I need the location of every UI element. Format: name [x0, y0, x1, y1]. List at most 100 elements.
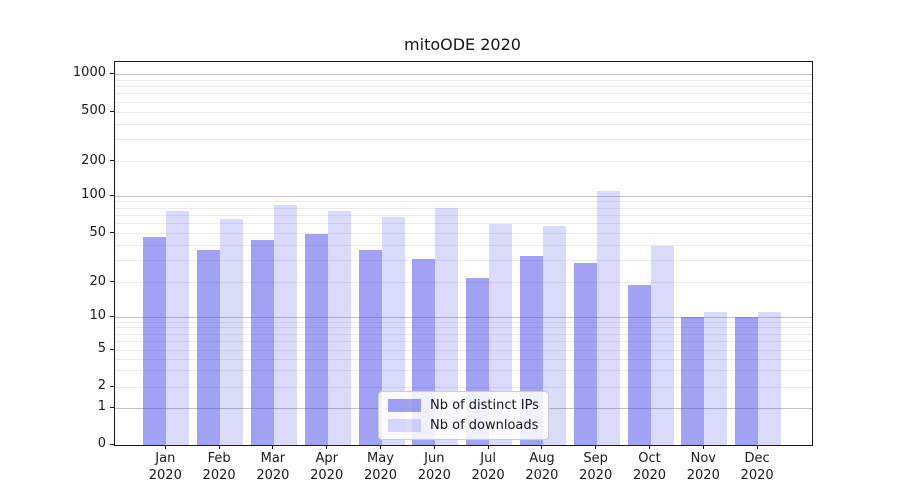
gridline-minor [115, 333, 812, 335]
y-tick-mark [110, 315, 114, 317]
legend-swatch-downloads [388, 419, 421, 432]
x-tick-mark [326, 445, 328, 449]
y-tick-mark [110, 406, 114, 408]
bar-distinct-ips-apr [304, 233, 328, 445]
gridline-minor [115, 161, 812, 162]
gridline-minor [115, 123, 812, 125]
y-tick-label: 0 [97, 436, 106, 451]
gridline-minor [115, 370, 812, 372]
x-tick-mark [272, 445, 274, 449]
x-tick-mark [756, 445, 758, 449]
y-tick-label: 50 [89, 224, 106, 240]
x-tick-label: Jul 2020 [471, 451, 505, 483]
bar-distinct-ips-nov [681, 317, 705, 445]
x-tick-mark [702, 445, 704, 449]
bar-distinct-ips-feb [197, 249, 221, 445]
x-tick-mark [380, 445, 381, 449]
bar-distinct-ips-may [358, 249, 382, 445]
gridline-major [115, 73, 812, 75]
gridline-minor [115, 327, 812, 329]
gridline-minor [115, 349, 812, 351]
y-tick-label: 500 [81, 103, 106, 118]
bar-downloads-mar [273, 204, 297, 445]
gridline-minor [115, 223, 812, 225]
bar-downloads-sep [596, 191, 620, 445]
y-tick-label: 5 [97, 341, 106, 356]
y-tick-label: 2 [97, 378, 106, 393]
gridline-minor [115, 139, 812, 141]
x-tick-label: Mar 2020 [256, 451, 290, 483]
x-tick-mark [487, 445, 489, 449]
legend-label-downloads: Nb of downloads [430, 418, 539, 433]
y-tick-mark [110, 194, 114, 196]
legend-item-distinct-ips: Nb of distinct IPs [388, 397, 539, 414]
x-tick-label: Jun 2020 [417, 451, 451, 483]
gridline-minor [115, 358, 812, 360]
gridline-minor [115, 245, 812, 246]
x-tick-label: Feb 2020 [202, 451, 236, 483]
x-tick-mark [541, 445, 543, 449]
bar-downloads-nov [704, 312, 728, 445]
gridline-minor [115, 93, 812, 95]
bar-distinct-ips-dec [735, 317, 759, 445]
legend: Nb of distinct IPs Nb of downloads [378, 391, 549, 440]
bar-distinct-ips-jan [143, 236, 167, 445]
x-tick-mark [649, 445, 650, 449]
y-tick-mark [110, 443, 114, 445]
bar-downloads-may [381, 216, 405, 445]
bar-downloads-jun [435, 208, 459, 445]
y-tick-mark [110, 348, 114, 350]
x-tick-label: Dec 2020 [740, 451, 774, 483]
y-tick-label: 10 [89, 308, 106, 323]
gridline-minor [115, 282, 812, 284]
gridline-major [115, 195, 812, 197]
gridline-minor [115, 207, 812, 209]
chart-title: mitoODE 2020 [404, 35, 521, 54]
y-tick-label: 20 [89, 273, 106, 289]
bar-downloads-jan [166, 210, 190, 445]
x-tick-mark [164, 445, 166, 449]
y-tick-mark [110, 110, 114, 112]
bar-downloads-oct [650, 245, 674, 445]
x-tick-mark [595, 445, 597, 449]
x-tick-label: Nov 2020 [686, 451, 720, 483]
x-tick-label: May 2020 [363, 451, 398, 483]
y-tick-label: 200 [81, 152, 106, 168]
gridline-minor [115, 111, 812, 113]
x-tick-label: Apr 2020 [310, 451, 344, 483]
y-tick-mark [110, 160, 114, 161]
plot-area [114, 61, 813, 446]
gridline-minor [115, 340, 812, 342]
x-tick-mark [433, 445, 435, 449]
gridline-minor [115, 101, 812, 103]
x-tick-mark [218, 445, 220, 449]
bar-downloads-feb [220, 218, 244, 445]
x-tick-label: Oct 2020 [632, 451, 667, 483]
gridline-minor [115, 321, 812, 323]
x-tick-label: Jan 2020 [148, 451, 182, 483]
y-tick-mark [110, 232, 114, 233]
bar-distinct-ips-oct [627, 285, 651, 445]
gridline-minor [115, 214, 812, 216]
bar-downloads-dec [758, 312, 782, 445]
y-tick-label: 1000 [72, 65, 106, 81]
y-tick-mark [110, 385, 114, 387]
gridline-minor [115, 233, 812, 234]
x-tick-label: Sep 2020 [579, 451, 613, 483]
bar-distinct-ips-mar [250, 240, 274, 445]
bar-distinct-ips-sep [573, 262, 597, 445]
gridline-minor [115, 79, 812, 81]
gridline-minor [115, 386, 812, 388]
gridline-minor [115, 201, 812, 203]
legend-swatch-distinct-ips [388, 399, 421, 412]
gridline-major [115, 316, 812, 318]
y-tick-mark [110, 281, 114, 283]
bar-downloads-jul [489, 223, 513, 445]
bar-downloads-apr [327, 210, 351, 445]
legend-item-downloads: Nb of downloads [388, 417, 539, 434]
y-tick-label: 100 [81, 187, 106, 202]
bar-downloads-aug [542, 226, 566, 445]
legend-label-distinct-ips: Nb of distinct IPs [430, 398, 539, 413]
gridline-minor [115, 85, 812, 87]
